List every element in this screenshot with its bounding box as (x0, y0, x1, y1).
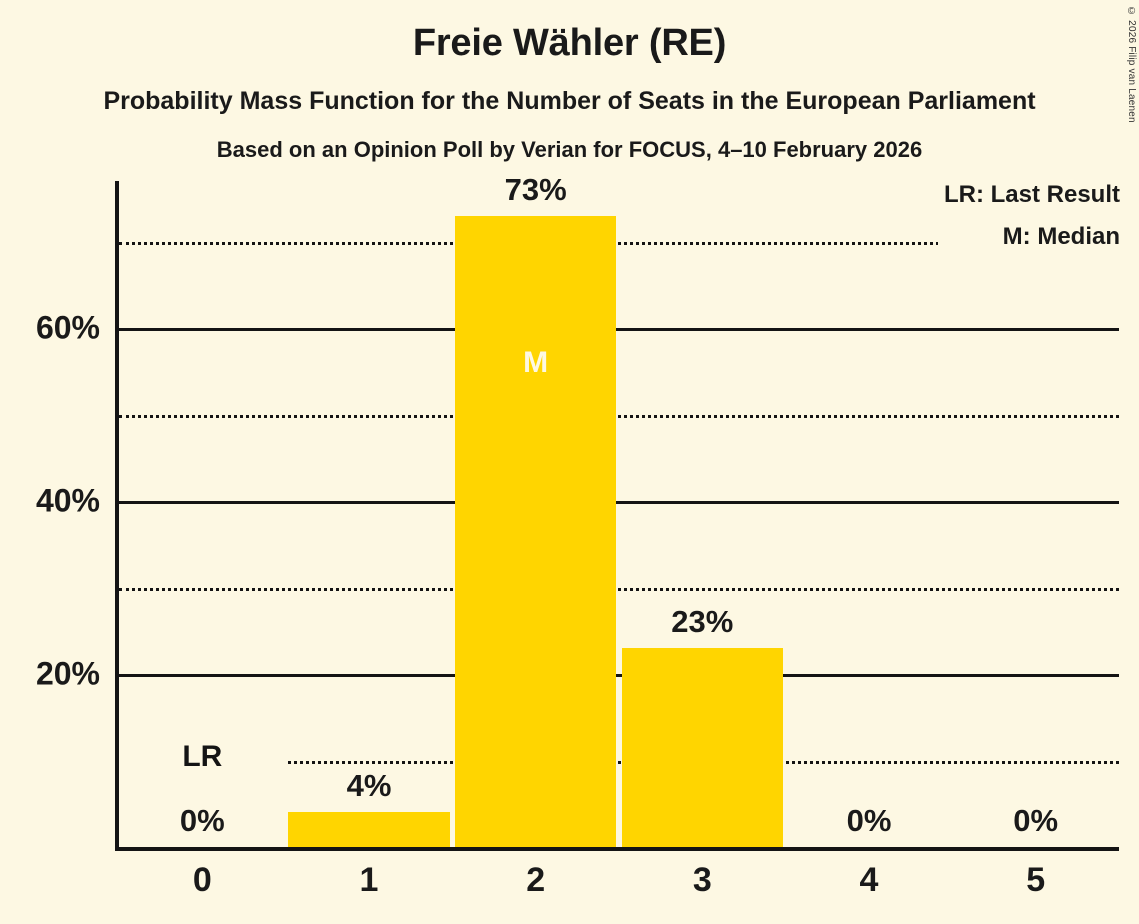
chart-subtitle: Probability Mass Function for the Number… (103, 87, 1036, 115)
x-axis-tick-label: 4 (859, 861, 879, 899)
x-axis-tick-label: 2 (526, 861, 546, 899)
x-axis-line (115, 847, 1119, 851)
gridline-major (119, 328, 1119, 332)
bar (621, 648, 784, 847)
x-axis-tick-label: 0 (192, 861, 212, 899)
bar (288, 812, 450, 847)
y-axis-tick-label: 60% (35, 309, 100, 346)
legend-entry-last-result: LR: Last Result (937, 183, 1120, 207)
bar-value-label: 23% (671, 604, 734, 640)
copyright-notice: © 2026 Filip van Laenen (1126, 6, 1137, 123)
chart-source-subtitle: Based on an Opinion Poll by Verian for F… (216, 137, 923, 162)
gridline-major (119, 674, 1119, 677)
median-marker: M (523, 345, 549, 379)
bar-value-label: 0% (1013, 803, 1059, 838)
x-axis-tick-label: 3 (692, 861, 712, 899)
y-axis-line (115, 181, 119, 851)
gridline-minor (119, 760, 1119, 764)
y-axis-tick-label: 20% (35, 655, 100, 692)
y-axis-tick-label: 40% (35, 482, 100, 519)
chart-title: Freie Wähler (RE) (412, 22, 727, 64)
bar-value-label: 4% (346, 768, 392, 804)
gridline-minor (119, 414, 1119, 418)
gridline-minor (119, 241, 1119, 245)
plot-area: 20% 40% 60% 0% 4% 73% 23% 0% 0% LR M 0 1 2 3 4 5 (36, 172, 1119, 899)
bar (454, 215, 617, 847)
gridline-major (119, 501, 1119, 505)
last-result-marker: LR (119, 739, 286, 774)
gridline-minor (119, 587, 1119, 591)
x-axis-tick-label: 1 (359, 861, 379, 899)
chart-legend: LR: Last Result M: Median (937, 183, 1120, 267)
bar-value-label: 73% (504, 171, 567, 207)
x-axis-tick-label: 5 (1026, 861, 1046, 899)
legend-entry-median: M: Median (937, 225, 1120, 249)
bar-value-label: 0% (179, 803, 225, 838)
bar-value-label: 0% (846, 803, 892, 838)
